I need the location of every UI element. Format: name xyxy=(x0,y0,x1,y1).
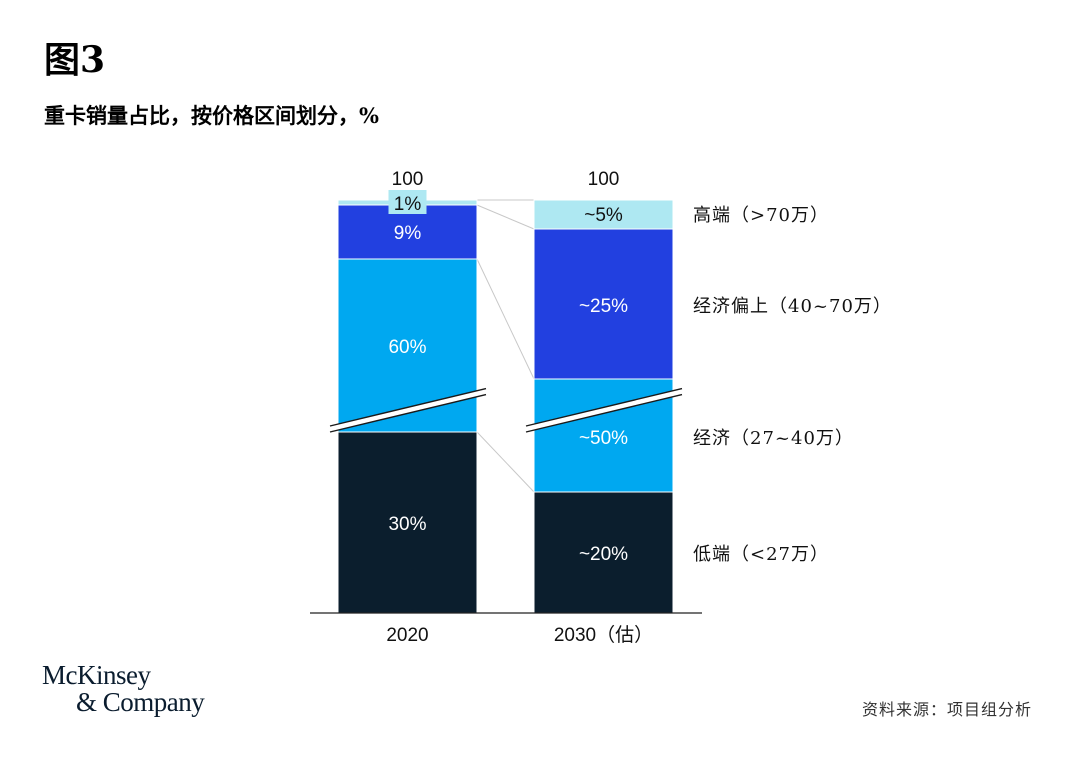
axis-break-line xyxy=(329,387,487,427)
legend-label: 低端（<27万） xyxy=(693,544,829,565)
axis-break-line xyxy=(525,393,683,433)
segment-label: ~5% xyxy=(584,205,623,226)
bar-segment xyxy=(533,228,674,380)
legend-label: 经济偏上（40~70万） xyxy=(693,296,892,317)
mckinsey-logo: McKinsey & Company xyxy=(42,660,205,717)
segment-label: 9% xyxy=(394,223,422,244)
x-tick-label: 2030（估） xyxy=(554,624,653,646)
segment-label: ~50% xyxy=(579,428,628,449)
figure-label: 图3 xyxy=(44,39,106,81)
segment-label: 1% xyxy=(394,194,422,215)
legend-label: 高端（>70万） xyxy=(693,205,829,226)
connector-line xyxy=(476,204,535,230)
tiny-segment-callout xyxy=(388,190,427,214)
logo-line-2: & Company xyxy=(76,687,205,717)
chart-subtitle: 重卡销量占比，按价格区间划分，% xyxy=(44,103,379,128)
legend-label: 经济（27~40万） xyxy=(693,428,854,449)
segment-label: 30% xyxy=(388,514,426,535)
bar-total-label: 100 xyxy=(588,169,620,190)
segment-label: ~25% xyxy=(579,296,628,317)
x-tick-label: 2020 xyxy=(386,625,428,646)
axis-break-line xyxy=(525,387,683,427)
segment-label: ~20% xyxy=(579,544,628,565)
connector-line xyxy=(476,258,535,380)
bar-segment xyxy=(337,258,478,433)
bar-segment xyxy=(533,491,674,614)
bar-segment xyxy=(533,199,674,230)
source-note: 资料来源：项目组分析 xyxy=(861,700,1032,719)
axis-break xyxy=(330,388,486,432)
connector-line xyxy=(476,431,535,493)
axis-break xyxy=(526,388,682,432)
bar-total-label: 100 xyxy=(392,169,424,190)
axis-break-line xyxy=(329,393,487,433)
logo-line-1: McKinsey xyxy=(42,660,151,690)
segment-label: 60% xyxy=(388,337,426,358)
